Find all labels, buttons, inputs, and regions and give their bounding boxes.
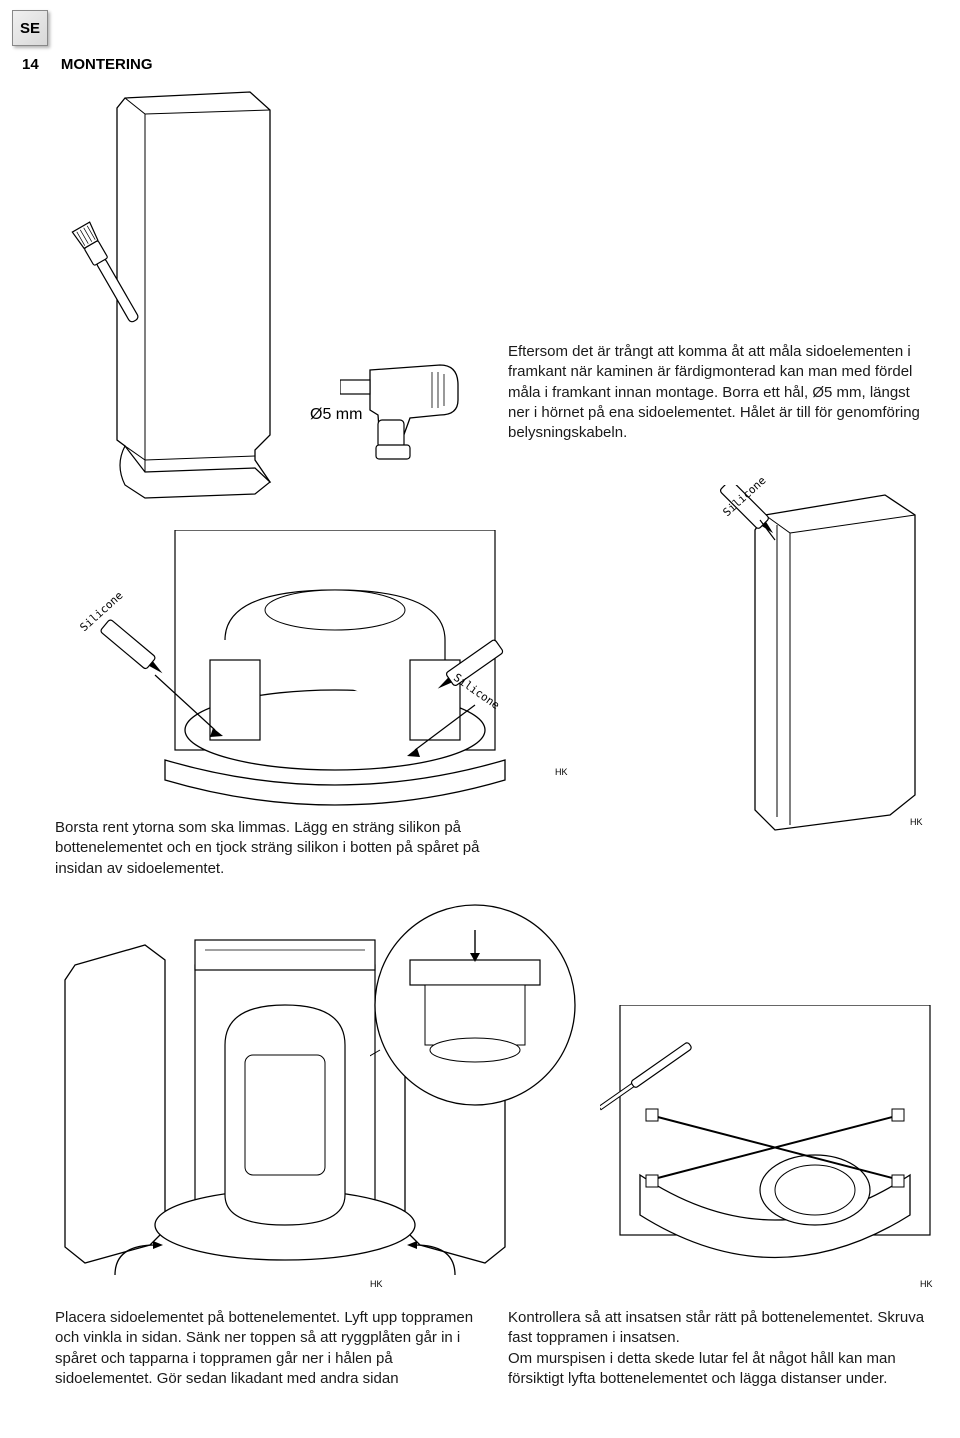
diagram-drill	[340, 330, 500, 460]
svg-text:HK: HK	[555, 767, 568, 777]
svg-text:HK: HK	[910, 817, 923, 827]
paragraph-3: Placera sidoelementet på bottenelementet…	[55, 1308, 475, 1389]
svg-text:HK: HK	[920, 1279, 933, 1289]
paragraph-4: Kontrollera så att insatsen står rätt på…	[508, 1308, 948, 1389]
diagram-top-frame-screw: HK	[600, 1005, 950, 1295]
paragraph-2: Borsta rent ytorna som ska limmas. Lägg …	[55, 818, 515, 879]
page-number: 14	[22, 56, 39, 73]
country-badge: SE	[12, 10, 48, 46]
page-header: 14 MONTERING	[22, 56, 153, 73]
diagram-side-panel-brush	[55, 90, 275, 500]
section-title: MONTERING	[61, 56, 153, 73]
paragraph-1: Eftersom det är trångt att komma åt att …	[508, 342, 928, 443]
svg-text:HK: HK	[370, 1279, 383, 1289]
diagram-detail-circle	[370, 900, 580, 1110]
diagram-bottom-silicone: HK	[55, 530, 585, 810]
country-code: SE	[20, 20, 40, 37]
drill-dimension-label: Ø5 mm	[310, 406, 362, 424]
diagram-side-panel-silicone: HK	[715, 485, 945, 835]
